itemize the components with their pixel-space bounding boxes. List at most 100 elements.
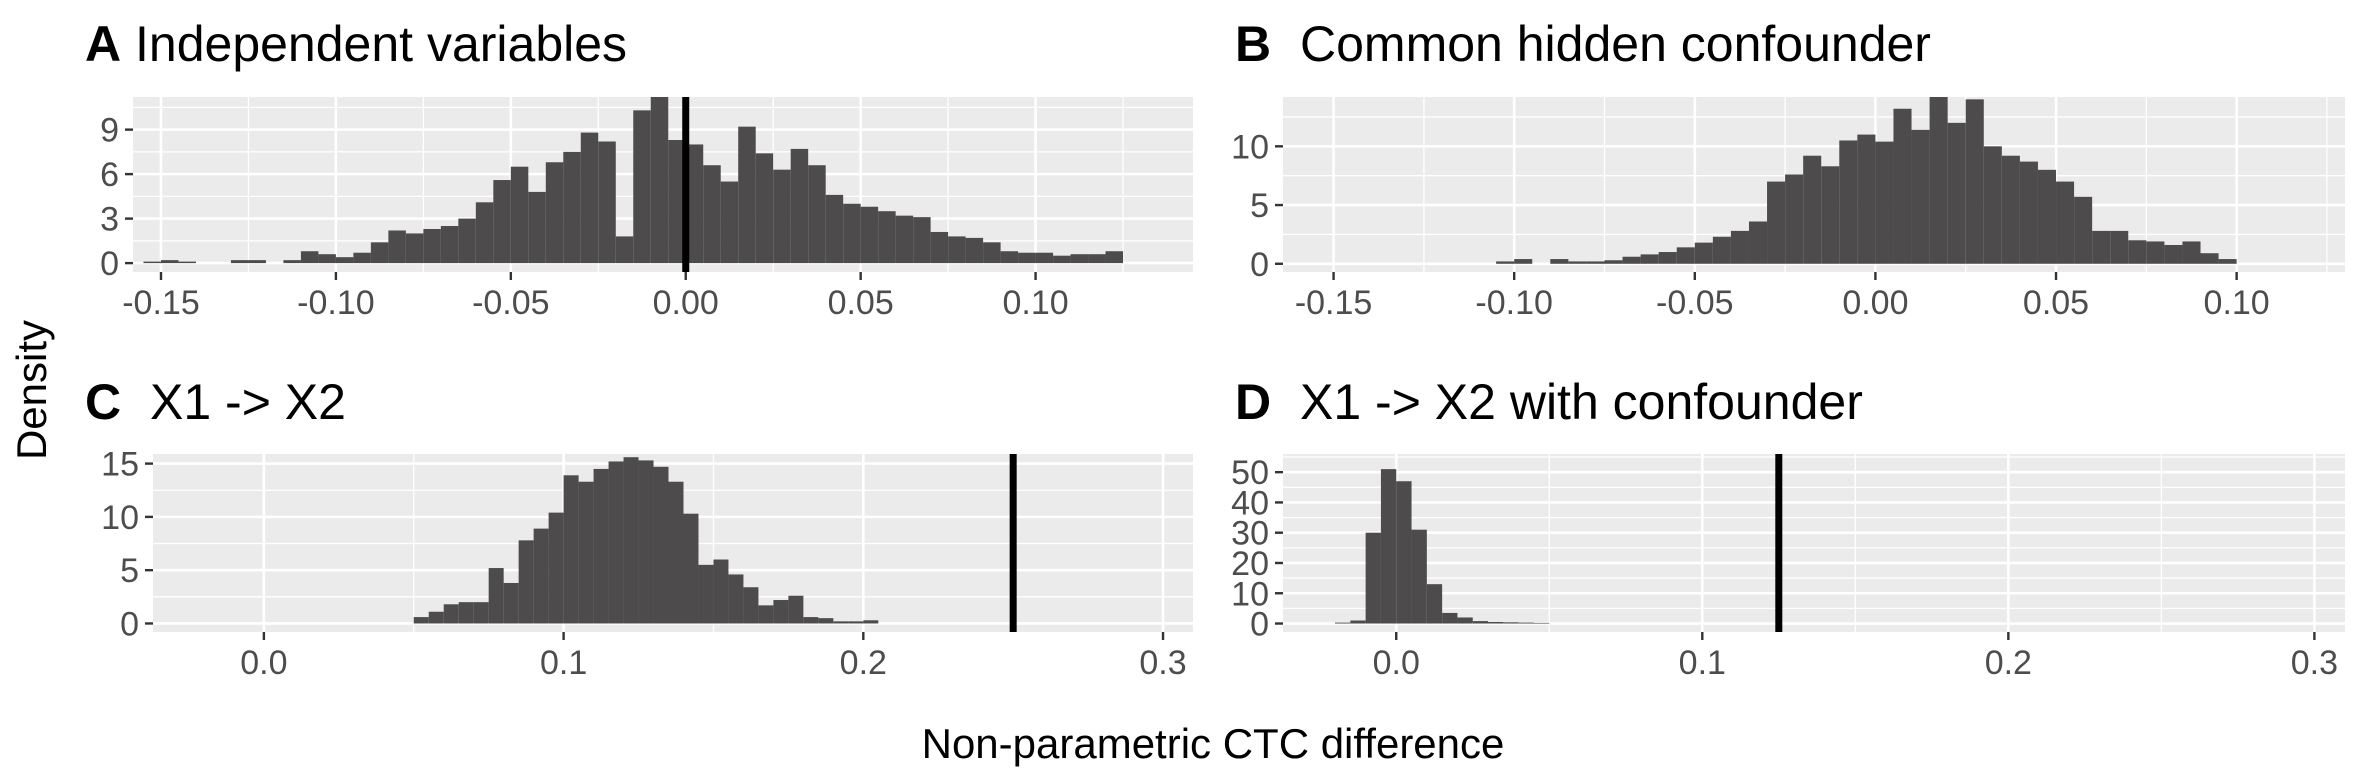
panel-b-bar (1568, 261, 1587, 264)
panel-c-bar (578, 481, 594, 624)
panel-b-bar (2146, 241, 2165, 264)
panel-a-bar (563, 151, 581, 264)
panel-c-bar (458, 602, 474, 624)
panel-b-plot-area: -0.15 -0.10 -0.05 0.00 0.05 0.10 0 5 10 (1231, 97, 2345, 322)
panel-b-x-tick-label: 0.10 (2204, 284, 2270, 322)
panel-b-bar (1767, 181, 1786, 264)
panel-c-bar (818, 618, 834, 624)
panel-b-bar (2092, 230, 2111, 264)
panel-b-x-tick-label: -0.10 (1475, 284, 1553, 322)
panel-d-tag: D (1235, 374, 1271, 430)
panel-a-y-tick-label: 6 (100, 156, 119, 194)
panel-b-bar (1694, 242, 1713, 264)
panel-c-bar (593, 468, 609, 624)
panel-b-bar (2164, 244, 2183, 264)
panel-a-bar (178, 261, 196, 264)
panel-b-bar (1586, 261, 1605, 264)
panel-a-bar (1035, 252, 1054, 264)
panel-c-bar (773, 600, 789, 624)
panel-a-bar (1070, 254, 1089, 264)
panel-a-bar (143, 261, 161, 264)
panel-a-x-tick-label: -0.15 (122, 284, 200, 322)
panel-b-bar (1622, 256, 1641, 264)
panel-a-bar (598, 141, 616, 264)
panel-b-bar (2200, 253, 2219, 264)
panel-a-bar (965, 237, 984, 264)
panel-c-bar (698, 564, 714, 624)
panel-b-bar (2182, 241, 2201, 264)
panel-c-bar (443, 604, 459, 624)
panel-d-title: X1 -> X2 with confounder (1300, 374, 1863, 430)
panel-b-bar (2128, 240, 2147, 264)
panel-b-bar (1748, 221, 1768, 264)
panel-a-bar (843, 203, 861, 264)
panel-b-bar (1965, 99, 1984, 264)
panel-a-bar (913, 217, 931, 264)
panel-d-bar (1442, 612, 1458, 624)
panel-a-bar (283, 260, 301, 264)
panel-a-bar (370, 242, 389, 264)
panel-d-bar (1518, 622, 1534, 624)
panel-b-bar (1712, 236, 1731, 264)
panel-d-y-tick-label: 0 (1250, 606, 1269, 644)
panel-a-bar (738, 126, 756, 264)
panel-d-bar (1380, 469, 1397, 624)
panel-d-bar (1411, 529, 1427, 624)
panel-d-x-tick-label: 0.0 (1373, 644, 1420, 682)
panel-a-bar (580, 132, 599, 264)
panel-a-bar (1053, 255, 1071, 264)
panel-c-bar (608, 461, 624, 624)
panel-a-bar (895, 215, 914, 264)
panel-c-title: X1 -> X2 (150, 374, 346, 430)
panel-b-bar (1929, 97, 1948, 264)
panel-b-bar (1821, 166, 1840, 264)
panel-a: -0.15 -0.10 -0.05 0.00 0.05 0.10 0 3 6 9 A Indepe… (85, 16, 1193, 322)
panel-c-bar (743, 587, 759, 624)
panel-c-x-tick-label: 0.1 (540, 644, 587, 682)
panel-a-bar (353, 252, 371, 264)
panel-c-bar (683, 513, 699, 624)
panel-a-bar (440, 226, 459, 264)
panel-c-bar (788, 595, 804, 624)
panel-b-y-tick-label: 10 (1231, 128, 1269, 166)
panel-a-x-tick-label: 0.00 (653, 284, 719, 322)
panel-b-bar (1911, 129, 1930, 264)
panel-d-bar (1488, 622, 1504, 624)
panel-a-bar (720, 181, 739, 264)
panel-b-bar (1496, 261, 1515, 264)
panel-d-bar (1472, 621, 1489, 624)
panel-a-bar (423, 228, 441, 264)
panel-b-bar (2074, 196, 2093, 264)
panel-a-bar (615, 236, 634, 264)
panel-a-y-tick-label: 9 (100, 112, 119, 150)
panel-a-bar (545, 162, 564, 264)
panel-d-y-tick-label: 20 (1231, 545, 1269, 583)
panel-b-bar (1947, 122, 1966, 264)
panel-a-x-tick-label: 0.05 (828, 284, 894, 322)
panel-c-tag: C (85, 374, 121, 430)
panel-c-bar (638, 460, 654, 624)
panel-a-bar (825, 194, 844, 264)
panel-c-bar (758, 605, 774, 624)
panel-b-bar (2019, 161, 2038, 264)
panel-b-x-tick-label: -0.15 (1295, 284, 1373, 322)
panel-a-y-tick-label: 0 (100, 245, 119, 283)
panel-b-bar (1875, 141, 1894, 264)
panel-d-y-tick-label: 30 (1231, 515, 1269, 553)
panel-c-bar (548, 512, 564, 624)
panel-c-bar (848, 621, 864, 624)
panel-b: -0.15 -0.10 -0.05 0.00 0.05 0.10 0 5 10 B Common… (1231, 16, 2345, 322)
y-axis-title: Density (8, 320, 55, 460)
panel-a-bar (230, 260, 249, 264)
panel-b-bar (1604, 260, 1623, 264)
panel-a-bar (860, 206, 879, 264)
panel-b-bar (1514, 259, 1533, 264)
panel-c-bar (728, 574, 744, 624)
panel-c-x-tick-label: 0.2 (840, 644, 887, 682)
panel-a-bar (475, 202, 494, 264)
panel-d-bar (1503, 622, 1519, 624)
panel-a-bar (755, 153, 774, 264)
panel-a-bar (493, 180, 511, 264)
